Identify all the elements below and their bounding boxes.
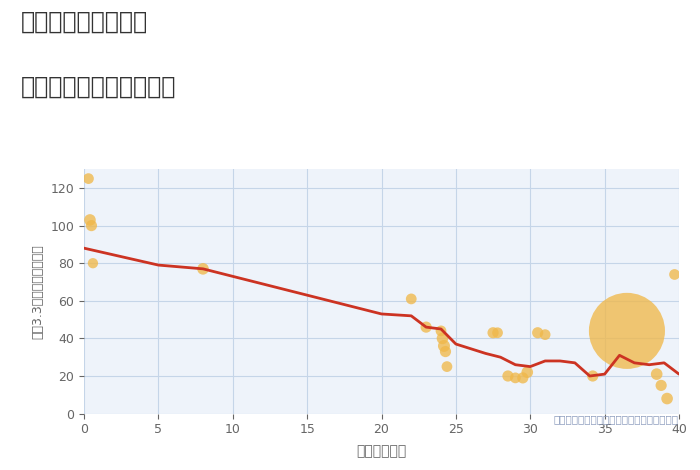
Point bbox=[83, 175, 94, 182]
Point bbox=[540, 331, 551, 338]
Point bbox=[532, 329, 543, 337]
Point bbox=[441, 363, 452, 370]
Point bbox=[84, 216, 95, 224]
Point bbox=[437, 335, 448, 342]
Point bbox=[406, 295, 417, 303]
Point bbox=[622, 327, 633, 335]
Text: 大阪府和泉市上町の: 大阪府和泉市上町の bbox=[21, 9, 148, 33]
Point bbox=[487, 329, 498, 337]
Point bbox=[587, 372, 598, 380]
Point bbox=[492, 329, 503, 337]
Point bbox=[503, 372, 514, 380]
Point bbox=[517, 374, 528, 382]
Point bbox=[197, 265, 209, 273]
Point bbox=[440, 348, 451, 355]
Point bbox=[662, 395, 673, 402]
Text: 円の大きさは、取引のあった物件面積を示す: 円の大きさは、取引のあった物件面積を示す bbox=[554, 415, 679, 424]
Text: 築年数別中古戸建て価格: 築年数別中古戸建て価格 bbox=[21, 75, 176, 99]
Point bbox=[88, 259, 99, 267]
Point bbox=[86, 222, 97, 229]
Point bbox=[669, 271, 680, 278]
Point bbox=[435, 327, 447, 335]
Point bbox=[522, 368, 533, 376]
X-axis label: 築年数（年）: 築年数（年） bbox=[356, 445, 407, 459]
Point bbox=[510, 374, 521, 382]
Point bbox=[438, 342, 449, 350]
Point bbox=[655, 382, 666, 389]
Point bbox=[421, 323, 432, 331]
Point bbox=[651, 370, 662, 378]
Y-axis label: 坪（3.3㎡）単価（万円）: 坪（3.3㎡）単価（万円） bbox=[32, 244, 45, 339]
